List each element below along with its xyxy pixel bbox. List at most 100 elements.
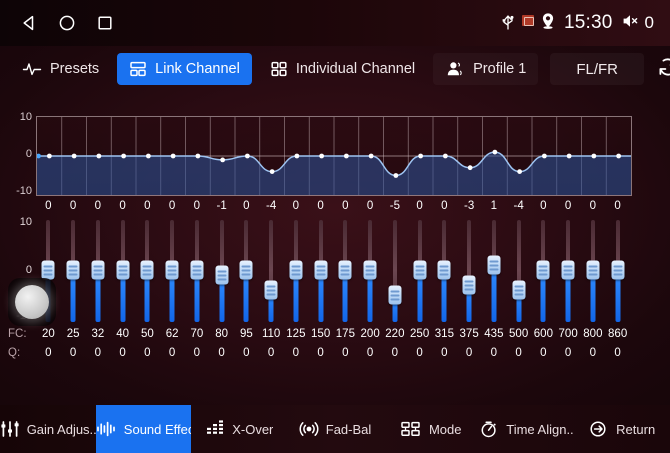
tab-individual-channel[interactable]: Individual Channel xyxy=(258,53,427,85)
band-gain-value[interactable]: 0 xyxy=(69,200,77,212)
band-gain-value[interactable]: 0 xyxy=(366,200,374,212)
eq-band-slider[interactable] xyxy=(559,220,577,322)
band-gain-value[interactable]: 0 xyxy=(416,200,423,212)
band-q-value[interactable]: 0 xyxy=(441,347,448,359)
eq-band-slider[interactable] xyxy=(237,220,255,322)
band-q-value[interactable]: 0 xyxy=(366,347,374,359)
band-gain-value[interactable]: 0 xyxy=(540,200,547,212)
eq-band-slider[interactable] xyxy=(534,220,552,322)
tab-link-channel[interactable]: Link Channel xyxy=(117,53,252,85)
band-q-value[interactable]: 0 xyxy=(119,347,126,359)
eq-band-slider[interactable] xyxy=(287,220,305,322)
slider-thumb[interactable] xyxy=(66,260,80,280)
eq-curve-plot[interactable] xyxy=(36,116,632,196)
slider-thumb[interactable] xyxy=(215,265,229,285)
band-q-value[interactable]: 0 xyxy=(391,347,399,359)
band-gain-value[interactable]: -1 xyxy=(216,200,227,212)
slider-thumb[interactable] xyxy=(413,260,427,280)
band-q-value[interactable]: 0 xyxy=(614,347,621,359)
slider-thumb[interactable] xyxy=(586,260,600,280)
band-frequency-value[interactable]: 32 xyxy=(91,328,105,340)
band-frequency-value[interactable]: 800 xyxy=(583,328,603,340)
home-circle-icon[interactable] xyxy=(58,14,76,32)
band-gain-value[interactable]: -4 xyxy=(513,200,524,212)
eq-band-slider[interactable] xyxy=(361,220,379,322)
tab-presets[interactable]: Presets xyxy=(10,53,111,85)
drag-knob-cursor[interactable] xyxy=(8,278,56,326)
slider-thumb[interactable] xyxy=(512,280,526,300)
band-q-value[interactable]: 0 xyxy=(94,347,102,359)
band-gain-value[interactable]: -4 xyxy=(266,200,277,212)
band-frequency-value[interactable]: 40 xyxy=(116,328,130,340)
slider-thumb[interactable] xyxy=(239,260,253,280)
band-frequency-value[interactable]: 860 xyxy=(608,328,628,340)
band-frequency-value[interactable]: 80 xyxy=(215,328,229,340)
eq-band-slider[interactable] xyxy=(138,220,156,322)
eq-band-slider[interactable] xyxy=(163,220,181,322)
band-frequency-value[interactable]: 375 xyxy=(459,328,479,340)
nav-time-align[interactable]: Time Align.. xyxy=(479,405,575,453)
eq-band-slider[interactable] xyxy=(336,220,354,322)
band-gain-value[interactable]: 0 xyxy=(317,200,324,212)
nav-sound-effect[interactable]: Sound Effec xyxy=(95,405,192,453)
band-gain-value[interactable]: 0 xyxy=(441,200,448,212)
eq-band-slider[interactable] xyxy=(411,220,429,322)
eq-band-slider[interactable] xyxy=(460,220,478,322)
band-q-value[interactable]: 0 xyxy=(218,347,225,359)
band-q-value[interactable]: 0 xyxy=(490,347,498,359)
eq-band-slider[interactable] xyxy=(114,220,132,322)
band-q-value[interactable]: 0 xyxy=(564,347,572,359)
band-frequency-value[interactable]: 70 xyxy=(190,328,204,340)
slider-thumb[interactable] xyxy=(264,280,278,300)
band-frequency-value[interactable]: 200 xyxy=(360,328,380,340)
slider-thumb[interactable] xyxy=(462,275,476,295)
band-q-value[interactable]: 0 xyxy=(45,347,52,359)
band-q-value[interactable]: 0 xyxy=(317,347,324,359)
eq-band-slider[interactable] xyxy=(64,220,82,322)
band-gain-value[interactable]: 0 xyxy=(45,200,52,212)
band-gain-value[interactable]: 0 xyxy=(292,200,300,212)
slider-thumb[interactable] xyxy=(140,260,154,280)
band-q-value[interactable]: 0 xyxy=(243,347,250,359)
eq-band-slider[interactable] xyxy=(584,220,602,322)
slider-thumb[interactable] xyxy=(289,260,303,280)
band-q-value[interactable]: 0 xyxy=(342,347,349,359)
band-q-value[interactable]: 0 xyxy=(267,347,275,359)
band-frequency-value[interactable]: 250 xyxy=(410,328,430,340)
band-q-value[interactable]: 0 xyxy=(292,347,300,359)
band-gain-value[interactable]: 0 xyxy=(168,200,176,212)
band-frequency-value[interactable]: 600 xyxy=(533,328,553,340)
band-frequency-value[interactable]: 500 xyxy=(509,328,529,340)
band-gain-value[interactable]: 1 xyxy=(490,200,498,212)
band-gain-value[interactable]: -5 xyxy=(389,200,400,212)
slider-thumb[interactable] xyxy=(437,260,451,280)
band-q-value[interactable]: 0 xyxy=(589,347,597,359)
band-frequency-value[interactable]: 50 xyxy=(140,328,154,340)
band-q-value[interactable]: 0 xyxy=(144,347,151,359)
back-triangle-icon[interactable] xyxy=(20,14,38,32)
eq-band-slider[interactable] xyxy=(89,220,107,322)
eq-band-slider[interactable] xyxy=(609,220,627,322)
band-gain-value[interactable]: 0 xyxy=(589,200,597,212)
eq-band-slider[interactable] xyxy=(312,220,330,322)
nav-return[interactable]: Return xyxy=(574,405,670,453)
slider-thumb[interactable] xyxy=(116,260,130,280)
band-q-value[interactable]: 0 xyxy=(69,347,77,359)
slider-thumb[interactable] xyxy=(165,260,179,280)
eq-band-slider[interactable] xyxy=(510,220,528,322)
recents-square-icon[interactable] xyxy=(96,14,114,32)
band-gain-value[interactable]: 0 xyxy=(144,200,151,212)
band-frequency-value[interactable]: 700 xyxy=(558,328,578,340)
slider-thumb[interactable] xyxy=(91,260,105,280)
band-gain-value[interactable]: 0 xyxy=(342,200,349,212)
band-gain-value[interactable]: 0 xyxy=(193,200,201,212)
band-frequency-value[interactable]: 20 xyxy=(41,328,55,340)
nav-fad-bal[interactable]: Fad-Bal xyxy=(287,405,383,453)
band-gain-value[interactable]: 0 xyxy=(564,200,572,212)
slider-thumb[interactable] xyxy=(363,260,377,280)
slider-thumb[interactable] xyxy=(536,260,550,280)
band-frequency-value[interactable]: 110 xyxy=(261,328,281,340)
eq-band-slider[interactable] xyxy=(188,220,206,322)
slider-thumb[interactable] xyxy=(487,255,501,275)
band-q-value[interactable]: 0 xyxy=(416,347,423,359)
